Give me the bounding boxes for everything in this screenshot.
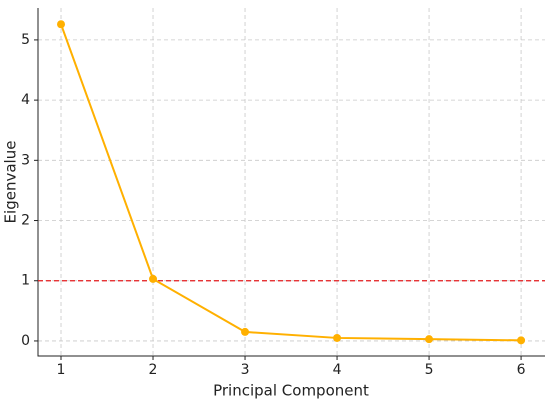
y-tick-label: 5 bbox=[21, 32, 30, 48]
x-tick-label: 4 bbox=[333, 362, 342, 378]
x-tick-label: 3 bbox=[241, 362, 250, 378]
data-point bbox=[149, 274, 158, 283]
x-tick-label: 5 bbox=[425, 362, 434, 378]
data-point bbox=[241, 327, 250, 336]
data-point bbox=[517, 336, 526, 345]
x-tick-label: 2 bbox=[149, 362, 158, 378]
data-point bbox=[333, 333, 342, 342]
y-axis-label: Eigenvalue bbox=[2, 141, 20, 224]
x-tick-label: 6 bbox=[517, 362, 526, 378]
data-point bbox=[57, 20, 66, 29]
data-point bbox=[425, 335, 434, 344]
y-tick-label: 1 bbox=[21, 273, 30, 289]
axes bbox=[37, 8, 545, 357]
y-tick-label: 3 bbox=[21, 152, 30, 168]
y-tick-label: 0 bbox=[21, 333, 30, 349]
x-tick-label: 1 bbox=[57, 362, 66, 378]
y-tick-label: 4 bbox=[21, 92, 30, 108]
x-axis-label: Principal Component bbox=[213, 382, 369, 400]
y-tick-label: 2 bbox=[21, 213, 30, 229]
series-line bbox=[60, 23, 522, 342]
